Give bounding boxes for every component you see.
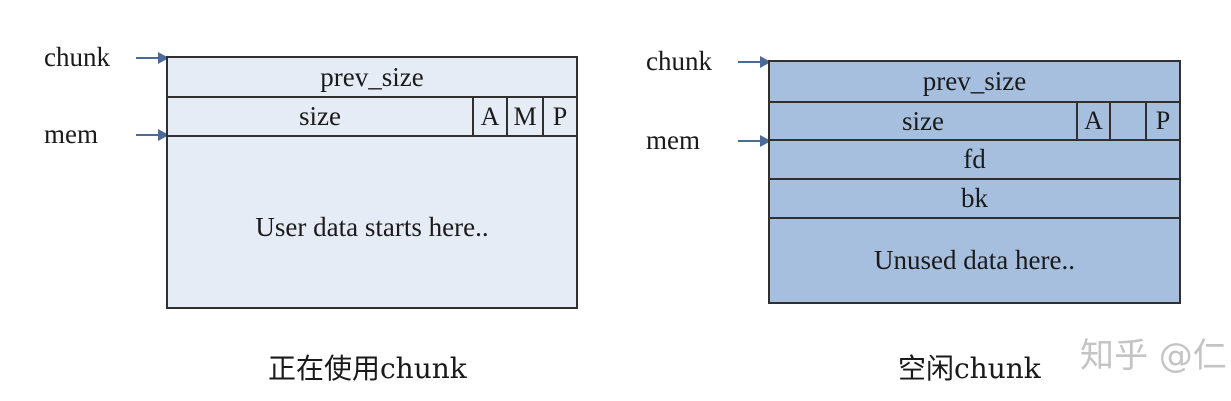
left-chunk-label: chunk — [44, 42, 110, 72]
right-chunk-label: chunk — [646, 46, 712, 76]
right-bk-label: bk — [961, 183, 988, 213]
right-flag-p: P — [1145, 103, 1179, 139]
zhihu-watermark: 知乎 @仁 — [1080, 336, 1227, 376]
right-unused-data-row: Unused data here.. — [770, 219, 1179, 302]
right-size-label: size — [902, 105, 944, 136]
left-prev-size-label: prev_size — [320, 61, 424, 92]
left-prev-size-row: prev_size — [168, 58, 576, 98]
left-size-row: size A M P — [168, 98, 576, 137]
left-user-data-row: User data starts here.. — [168, 137, 576, 307]
right-flag-empty — [1109, 103, 1145, 139]
left-flag-a: A — [472, 98, 506, 135]
right-chunk-box: prev_size size A P fd bk Unused data her… — [768, 60, 1181, 304]
right-prev-size-row: prev_size — [770, 62, 1179, 103]
right-mem-arrow — [738, 135, 771, 147]
right-chunk-arrow — [738, 56, 771, 68]
left-flag-m: M — [506, 98, 542, 135]
right-bk-row: bk — [770, 180, 1179, 219]
left-flag-p: P — [542, 98, 576, 135]
right-mem-label: mem — [646, 125, 700, 155]
left-chunk-arrow — [136, 52, 169, 64]
right-unused-data-label: Unused data here.. — [874, 245, 1075, 275]
left-mem-label: mem — [44, 119, 98, 149]
left-chunk-box: prev_size size A M P User data starts he… — [166, 56, 578, 309]
left-user-data-label: User data starts here.. — [255, 211, 489, 242]
left-mem-arrow — [136, 129, 169, 141]
right-prev-size-label: prev_size — [922, 66, 1027, 96]
left-size-label: size — [299, 101, 341, 131]
right-fd-row: fd — [770, 141, 1179, 180]
right-size-row: size A P — [770, 103, 1179, 141]
right-caption: 空闲chunk — [898, 352, 1041, 385]
right-fd-label: fd — [963, 144, 986, 174]
right-flag-a: A — [1076, 103, 1109, 139]
left-caption: 正在使用chunk — [268, 352, 467, 385]
